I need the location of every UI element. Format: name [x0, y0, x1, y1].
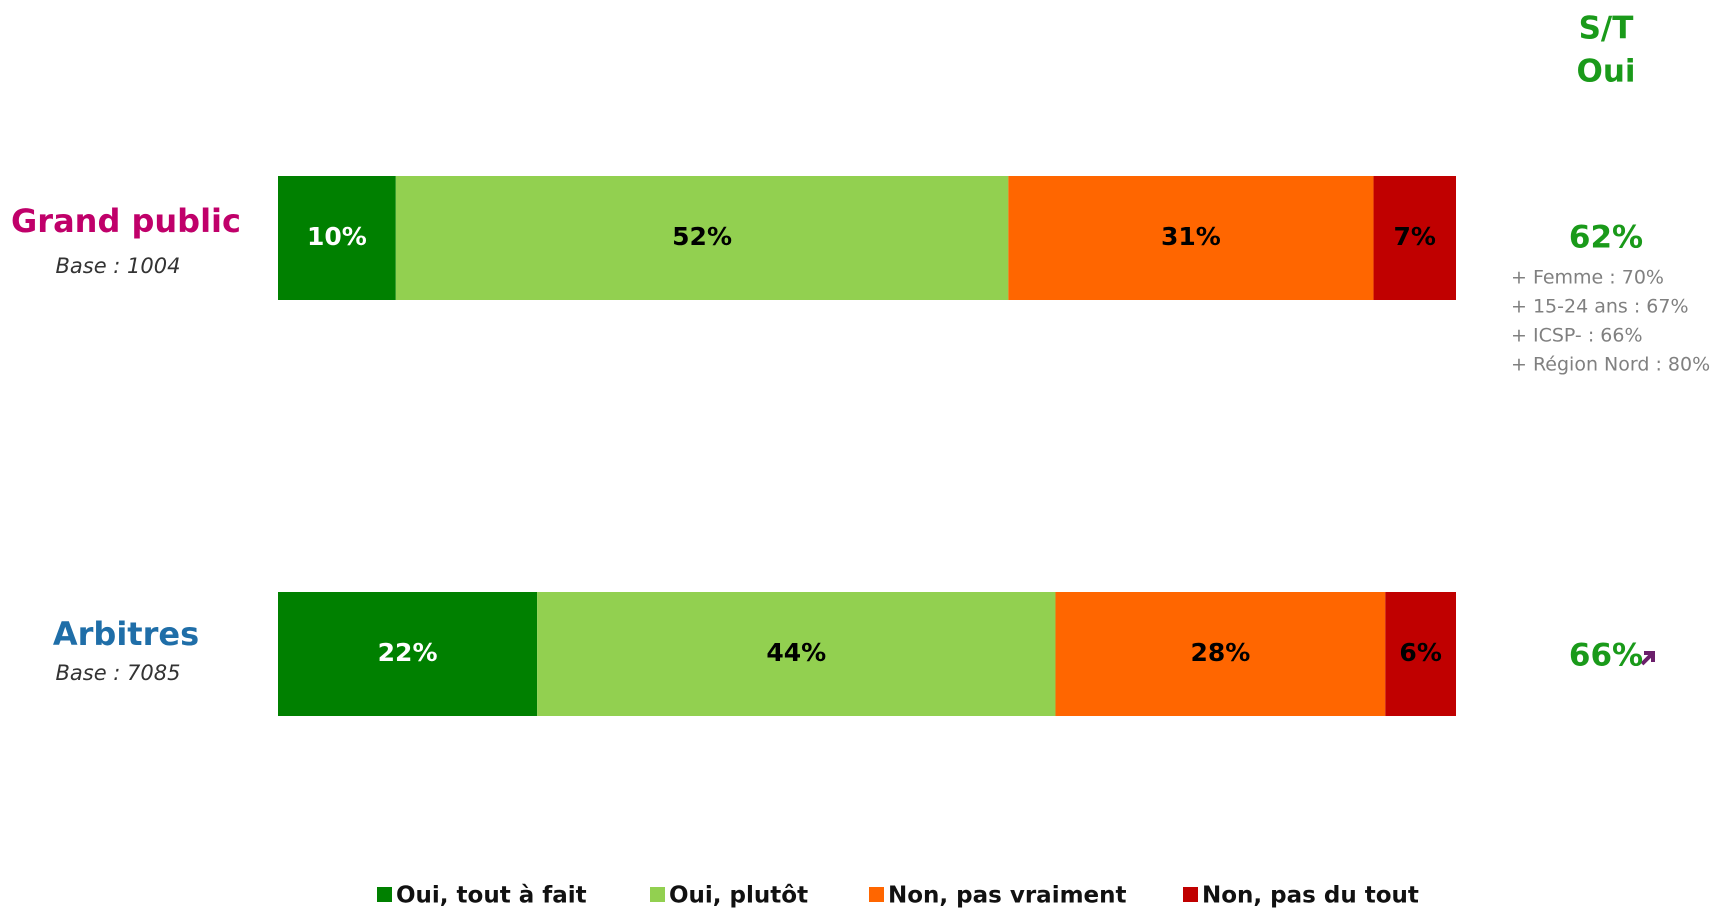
category-label: Grand public — [11, 202, 241, 240]
legend-swatch — [1183, 887, 1198, 902]
base-label: Base : 7085 — [55, 661, 180, 685]
legend-label: Oui, plutôt — [669, 883, 808, 909]
bar-segment — [395, 176, 1009, 300]
up-arrow — [1640, 651, 1655, 666]
bar-segment — [1008, 176, 1374, 300]
totals-title: Oui — [1576, 54, 1635, 90]
value-label: 22% — [378, 638, 438, 667]
value-label: 52% — [672, 222, 732, 251]
bar-segment — [1385, 592, 1456, 716]
value-label: 28% — [1190, 638, 1250, 667]
note: + 15-24 ans : 67% — [1511, 296, 1689, 318]
value-label: 10% — [307, 222, 367, 251]
value-label: 31% — [1161, 222, 1221, 251]
bar-segment — [1373, 176, 1456, 300]
value-label: 44% — [766, 638, 826, 667]
note: + ICSP- : 66% — [1511, 325, 1643, 347]
category-label: Arbitres — [53, 615, 199, 653]
legend-label: Oui, tout à fait — [396, 883, 587, 909]
legend-swatch — [377, 887, 392, 902]
legend-swatch — [650, 887, 665, 902]
bar-segment — [278, 592, 538, 716]
note: + Région Nord : 80% — [1511, 354, 1710, 376]
note: + Femme : 70% — [1511, 267, 1664, 289]
totals-title: S/T — [1579, 11, 1634, 47]
base-label: Base : 1004 — [55, 254, 180, 278]
value-label: 7% — [1394, 222, 1436, 251]
total-label: 62% — [1569, 220, 1643, 256]
legend-swatch — [869, 887, 884, 902]
bar-segment — [278, 176, 396, 300]
total-label: 66% — [1569, 638, 1643, 674]
bar-segment — [537, 592, 1056, 716]
legend-label: Non, pas vraiment — [888, 883, 1127, 909]
legend-label: Non, pas du tout — [1202, 883, 1419, 909]
value-label: 6% — [1399, 638, 1441, 667]
bar-segment — [1055, 592, 1386, 716]
